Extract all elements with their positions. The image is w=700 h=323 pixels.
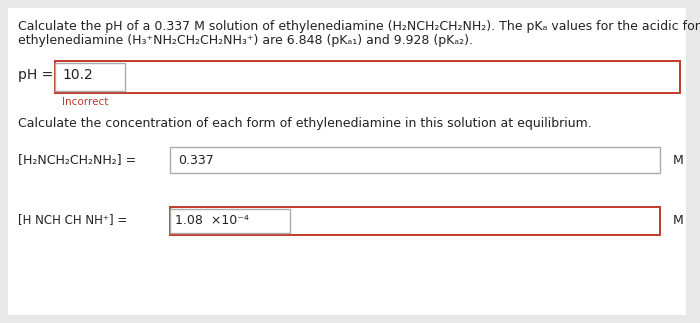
Text: [H NCH CH NH⁺] =: [H NCH CH NH⁺] = [18, 214, 131, 226]
Text: [H₂NCH₂CH₂NH₂] =: [H₂NCH₂CH₂NH₂] = [18, 153, 140, 166]
Text: Incorrect: Incorrect [62, 97, 108, 107]
Text: 10.2: 10.2 [62, 68, 92, 82]
Bar [170, 147, 660, 173]
Text: M: M [673, 214, 684, 226]
Text: 1.08  ×10⁻⁴: 1.08 ×10⁻⁴ [175, 214, 249, 226]
Text: pH =: pH = [18, 68, 57, 82]
Text: Calculate the concentration of each form of ethylenediamine in this solution at : Calculate the concentration of each form… [18, 117, 592, 130]
Text: 0.337: 0.337 [178, 153, 214, 166]
Bar [170, 207, 660, 235]
Bar [55, 63, 125, 91]
Text: Calculate the pH of a 0.337 M solution of ethylenediamine (H₂NCH₂CH₂NH₂). The pK: Calculate the pH of a 0.337 M solution o… [18, 20, 700, 33]
Bar [170, 209, 290, 233]
Bar [55, 61, 680, 93]
Text: M: M [673, 153, 684, 166]
Text: ethylenediamine (H₃⁺NH₂CH₂CH₂NH₃⁺) are 6.848 (pKₐ₁) and 9.928 (pKₐ₂).: ethylenediamine (H₃⁺NH₂CH₂CH₂NH₃⁺) are 6… [18, 34, 473, 47]
